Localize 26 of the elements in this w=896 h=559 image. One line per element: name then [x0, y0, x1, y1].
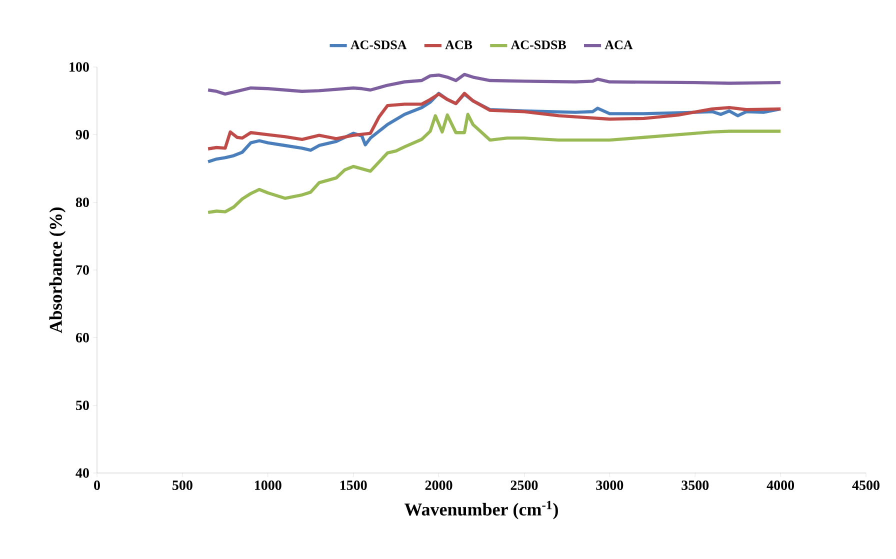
- x-tick-label: 0: [94, 480, 100, 490]
- y-tick-label: 70: [76, 265, 89, 275]
- y-tick-label: 80: [76, 198, 89, 208]
- x-tick-label: 3000: [596, 480, 624, 490]
- x-tick-label: 1000: [255, 480, 282, 490]
- x-tick-label: 2500: [510, 480, 538, 490]
- y-tick-label: 40: [76, 468, 89, 478]
- x-tick-label: 4500: [852, 480, 880, 490]
- y-tick-label: 50: [76, 400, 89, 410]
- x-tick-label: 1500: [340, 480, 367, 490]
- x-tick-label: 500: [172, 480, 192, 490]
- line-series: [206, 92, 782, 150]
- y-tick-label: 60: [76, 332, 89, 342]
- line-series: [206, 112, 782, 214]
- y-tick-label: 90: [76, 130, 89, 140]
- y-tick-label: 100: [70, 62, 89, 72]
- line-series: [206, 72, 782, 96]
- y-axis-title: Absorbance (%): [49, 208, 66, 334]
- x-axis-title: Wavenumber (cm$^{-1}$): [404, 500, 558, 520]
- x-tick-label: 3500: [682, 480, 709, 490]
- legend-label: ACB: [445, 40, 472, 50]
- legend-label: AC-SDSA: [350, 40, 407, 50]
- legend-label: AC-SDSB: [510, 40, 566, 50]
- x-tick-label: 4000: [766, 480, 794, 490]
- x-tick-label: 2000: [425, 480, 452, 490]
- legend-label: ACA: [604, 40, 633, 50]
